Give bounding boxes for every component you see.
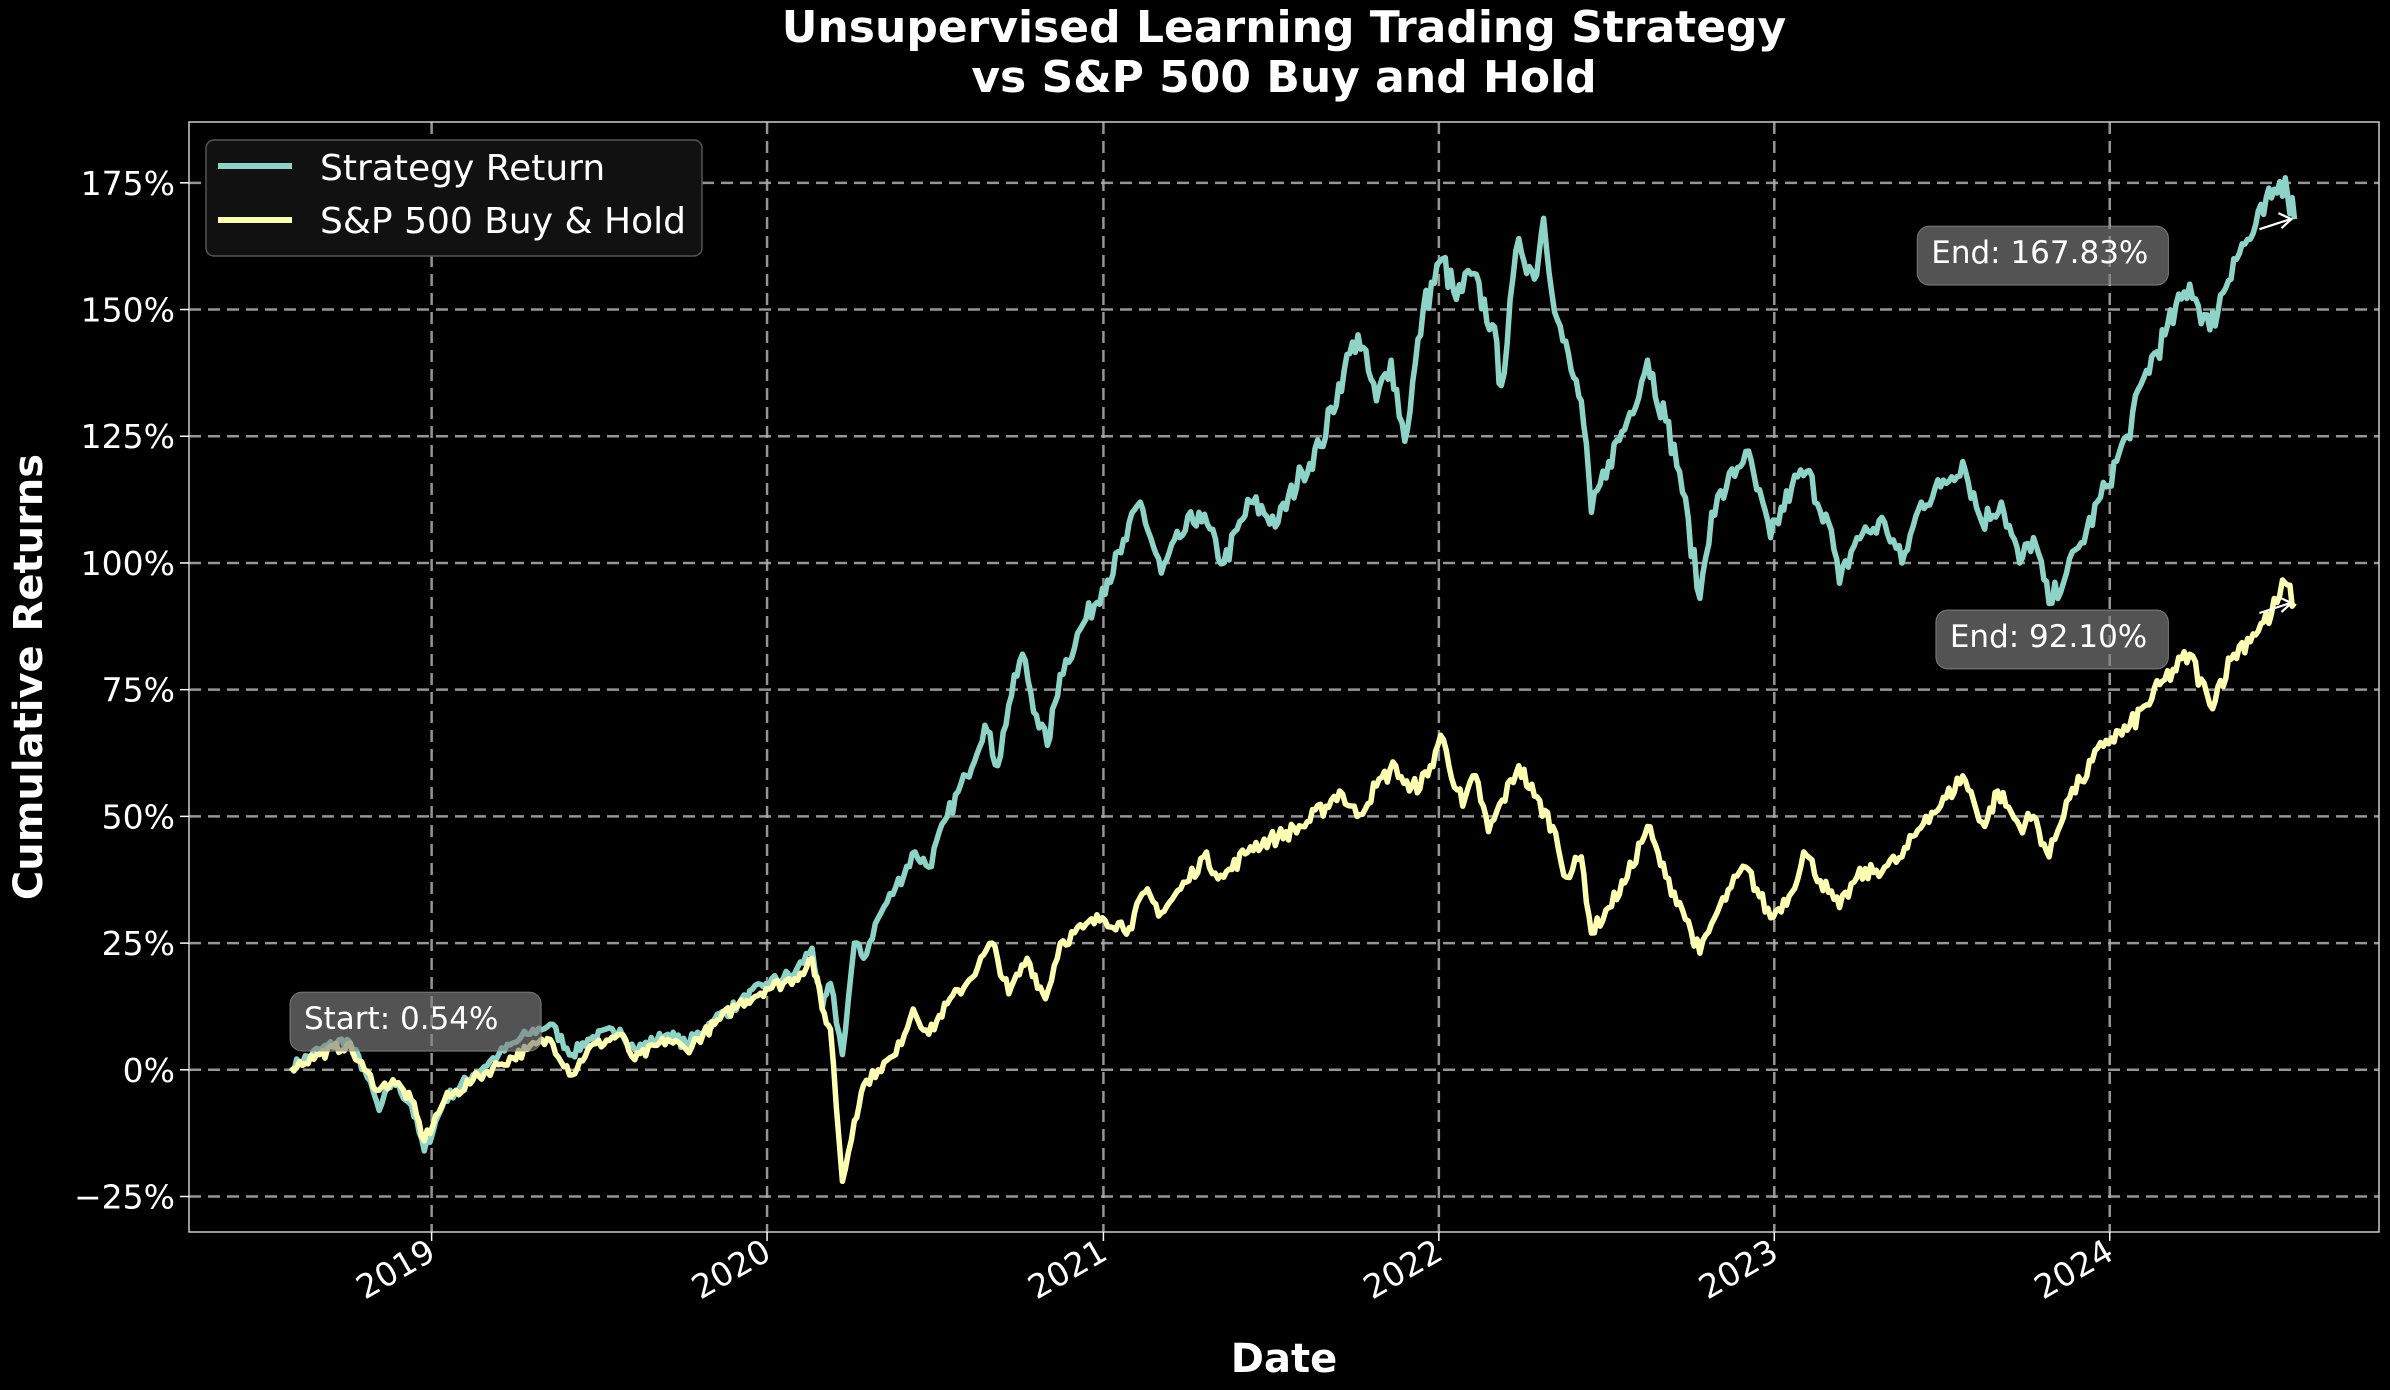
y-tick-label: 75% xyxy=(102,671,175,710)
series-lines xyxy=(288,175,2298,1185)
y-tick-label: 175% xyxy=(81,164,175,203)
annotation-label: End: 167.83% xyxy=(1931,235,2148,271)
y-tick-label: −25% xyxy=(74,1178,175,1217)
series-line-strategy xyxy=(288,175,2298,1154)
plot-frame xyxy=(188,121,2380,1233)
legend-label-sp500: S&P 500 Buy & Hold xyxy=(320,201,686,242)
annotation-label: End: 92.10% xyxy=(1950,619,2147,655)
y-tick-label: 125% xyxy=(81,417,175,456)
annotation-arrowhead xyxy=(2277,212,2294,229)
legend: Strategy Return S&P 500 Buy & Hold xyxy=(205,139,703,257)
y-tick-label: 0% xyxy=(123,1051,175,1090)
y-tick-label: 25% xyxy=(102,924,175,963)
annotation-box xyxy=(1916,225,2169,286)
annotation-box xyxy=(1935,609,2169,670)
y-tick-label: 50% xyxy=(102,797,175,836)
annotation-box xyxy=(289,991,542,1052)
x-axis-label: Date xyxy=(1231,1336,1337,1382)
legend-box xyxy=(205,139,703,257)
y-axis-label: Cumulative Returns xyxy=(6,454,52,900)
annotations: Start: 0.54% End: 167.83% End: 92.10% xyxy=(289,212,2294,1052)
legend-label-strategy: Strategy Return xyxy=(320,148,605,189)
y-tick-label: 150% xyxy=(81,291,175,330)
annotation-arrowhead xyxy=(2277,596,2294,613)
annotation-label: Start: 0.54% xyxy=(304,1001,499,1037)
series-line-sp500 xyxy=(288,577,2297,1185)
annotation-arrow xyxy=(2259,218,2291,231)
chart-title-line-1: Unsupervised Learning Trading Strategy xyxy=(782,2,1786,53)
y-axis-ticks: −25% 0% 25% 50% 75% 100% 125% 150% 175% xyxy=(74,164,189,1217)
y-tick-label: 100% xyxy=(81,544,175,583)
chart-title-line-2: vs S&P 500 Buy and Hold xyxy=(971,52,1596,103)
annotation-arrow xyxy=(2259,601,2291,615)
